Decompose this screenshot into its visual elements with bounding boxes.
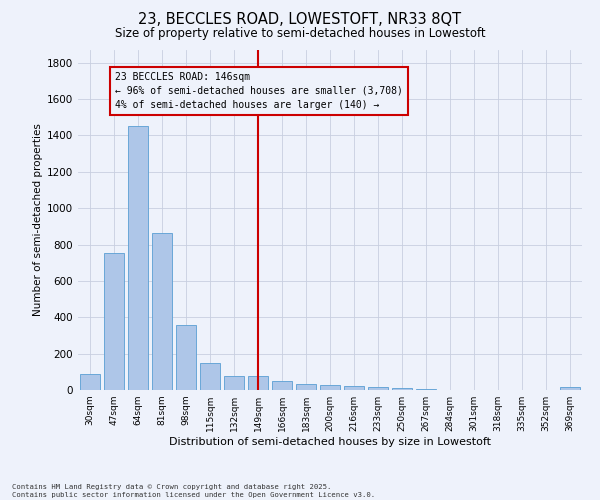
- Bar: [200, 362, 220, 390]
- Bar: [248, 376, 268, 390]
- Bar: [344, 386, 364, 390]
- X-axis label: Distribution of semi-detached houses by size in Lowestoft: Distribution of semi-detached houses by …: [169, 437, 491, 447]
- Bar: [176, 326, 196, 390]
- Bar: [296, 384, 316, 390]
- Text: 23, BECCLES ROAD, LOWESTOFT, NR33 8QT: 23, BECCLES ROAD, LOWESTOFT, NR33 8QT: [139, 12, 461, 28]
- Y-axis label: Number of semi-detached properties: Number of semi-detached properties: [33, 124, 43, 316]
- Bar: [392, 388, 412, 390]
- Bar: [272, 381, 292, 390]
- Text: Size of property relative to semi-detached houses in Lowestoft: Size of property relative to semi-detach…: [115, 28, 485, 40]
- Bar: [128, 126, 148, 390]
- Bar: [224, 376, 244, 390]
- Bar: [320, 386, 340, 390]
- Text: Contains HM Land Registry data © Crown copyright and database right 2025.
Contai: Contains HM Land Registry data © Crown c…: [12, 484, 375, 498]
- Bar: [80, 374, 100, 390]
- Bar: [152, 232, 172, 390]
- Text: 23 BECCLES ROAD: 146sqm
← 96% of semi-detached houses are smaller (3,708)
4% of : 23 BECCLES ROAD: 146sqm ← 96% of semi-de…: [115, 72, 403, 110]
- Bar: [416, 388, 436, 390]
- Bar: [104, 252, 124, 390]
- Bar: [368, 388, 388, 390]
- Bar: [560, 388, 580, 390]
